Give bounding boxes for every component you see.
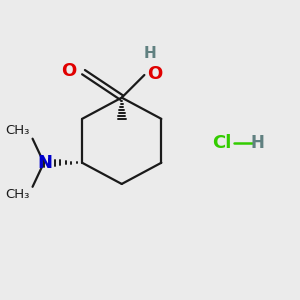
Text: CH₃: CH₃ <box>5 124 29 137</box>
Text: O: O <box>147 65 162 83</box>
Text: H: H <box>144 46 156 61</box>
Text: O: O <box>61 62 76 80</box>
Text: N: N <box>38 154 53 172</box>
Text: H: H <box>251 134 265 152</box>
Text: Cl: Cl <box>212 134 232 152</box>
Text: CH₃: CH₃ <box>5 188 29 201</box>
